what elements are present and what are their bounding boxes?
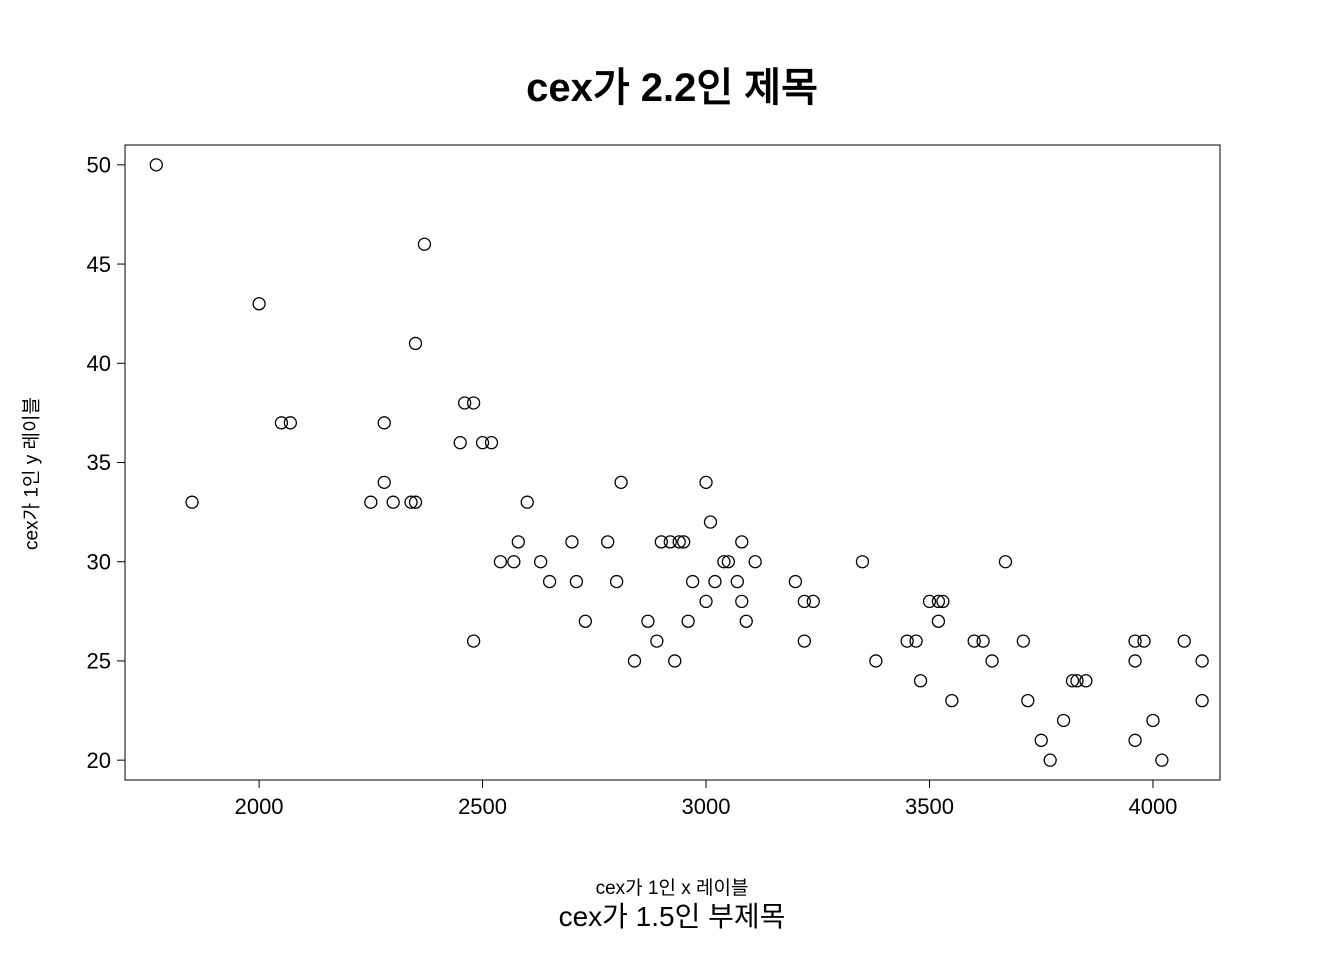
svg-text:2000: 2000 [235, 794, 284, 819]
svg-text:2500: 2500 [458, 794, 507, 819]
svg-text:20: 20 [87, 748, 111, 773]
svg-text:40: 40 [87, 351, 111, 376]
svg-text:3000: 3000 [682, 794, 731, 819]
svg-text:35: 35 [87, 450, 111, 475]
y-axis-label: cex가 1인 y 레이블 [17, 324, 44, 624]
svg-text:4000: 4000 [1128, 794, 1177, 819]
chart-subtitle: cex가 1.5인 부제목 [0, 895, 1344, 935]
svg-text:3500: 3500 [905, 794, 954, 819]
svg-text:25: 25 [87, 649, 111, 674]
svg-text:50: 50 [87, 153, 111, 178]
chart-container: cex가 2.2인 제목 cex가 1인 y 레이블 2000250030003… [0, 0, 1344, 960]
svg-text:45: 45 [87, 252, 111, 277]
scatter-plot: 2000 2500 3000 3500 4000 20 25 30 35 40 45 50 [45, 65, 1300, 860]
svg-text:30: 30 [87, 549, 111, 574]
